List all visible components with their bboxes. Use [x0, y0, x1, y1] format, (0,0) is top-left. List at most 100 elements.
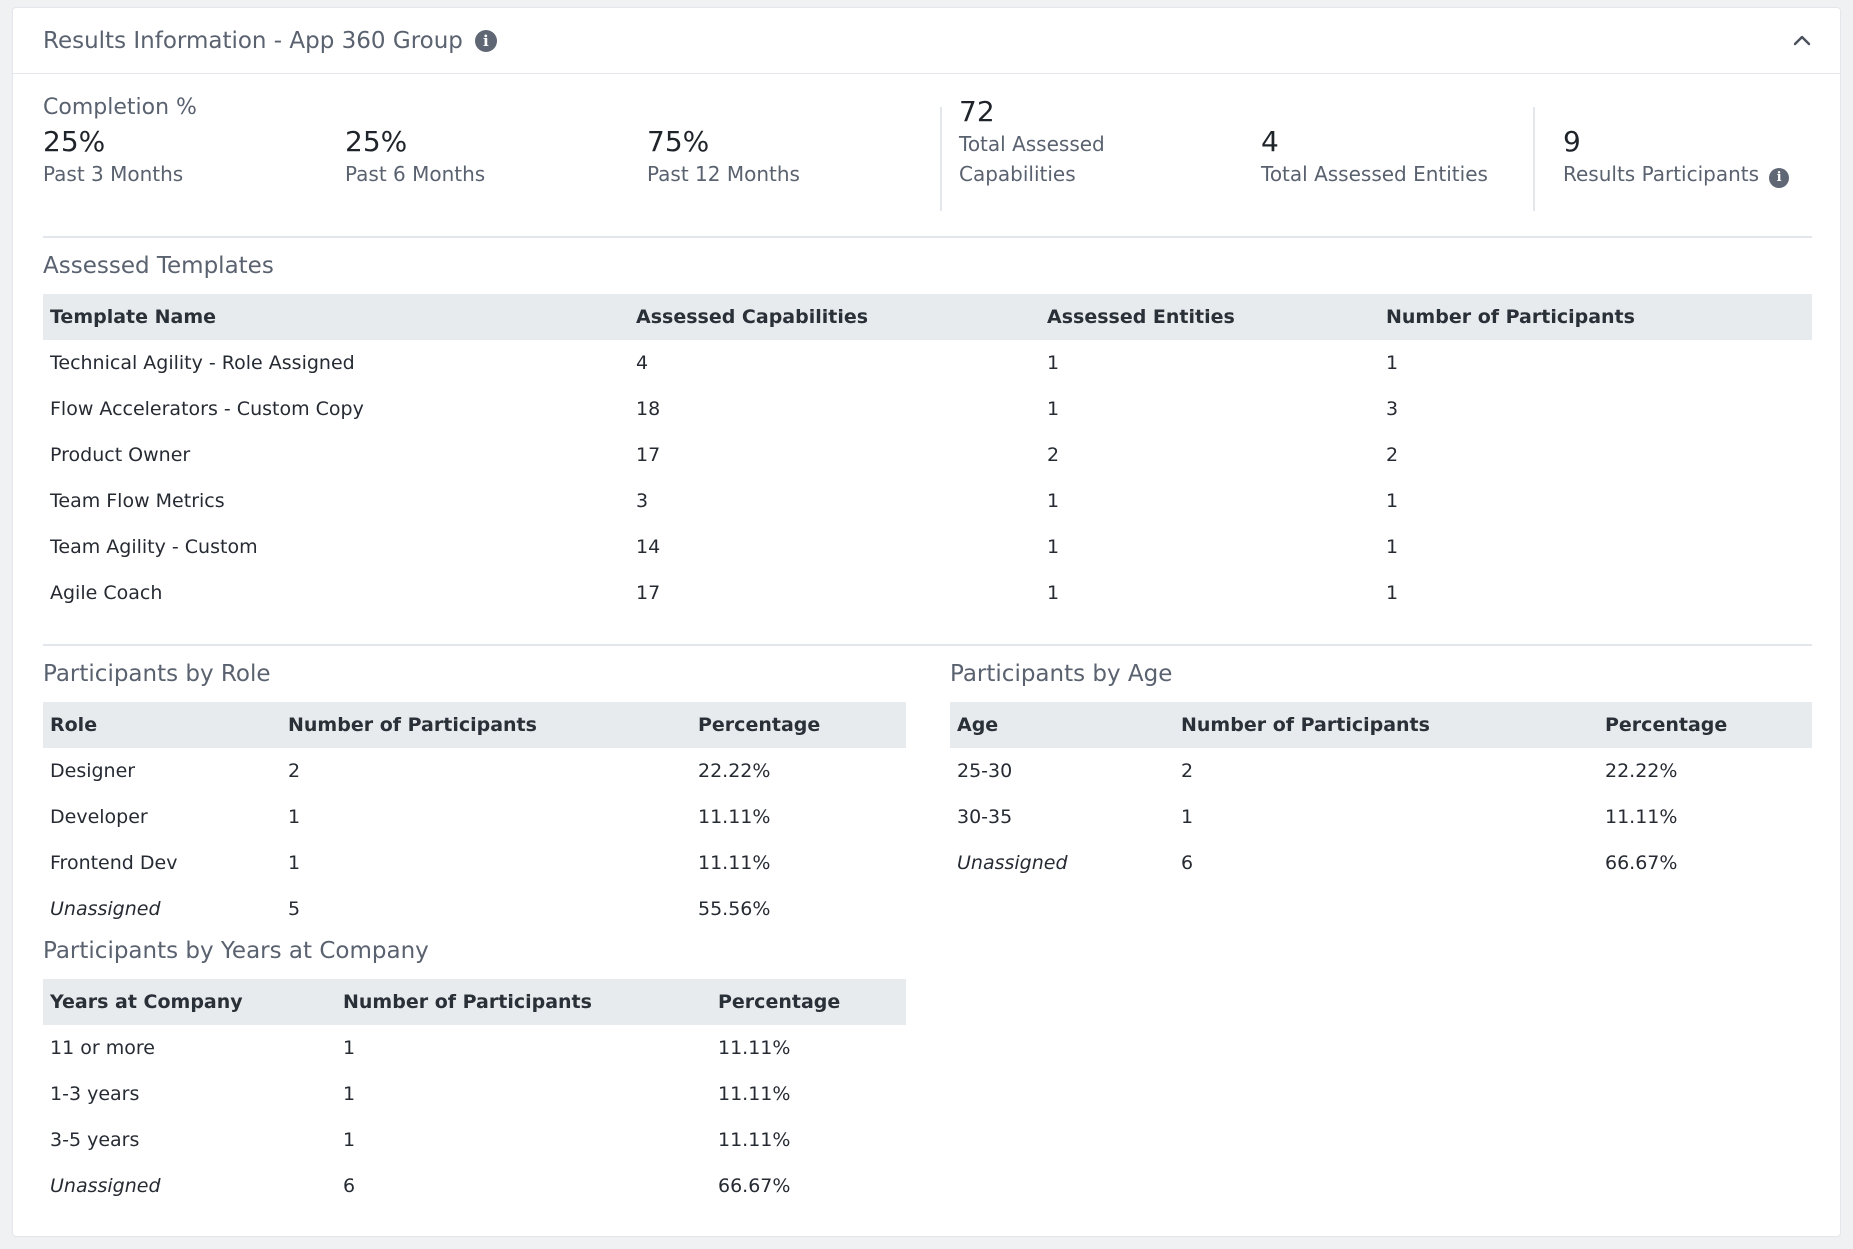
- table-row: Unassigned 5 55.56%: [43, 886, 906, 932]
- table-row: Team Flow Metrics 3 1 1: [43, 478, 1812, 524]
- table-row: 30-35 1 11.11%: [950, 794, 1812, 840]
- role: Designer: [50, 760, 136, 782]
- panel-header[interactable]: Results Information - App 360 Group i: [13, 8, 1840, 74]
- template-name: Flow Accelerators - Custom Copy: [50, 398, 364, 420]
- number-of-participants: 1: [343, 1129, 356, 1151]
- total-capabilities: 72 Total Assessed Capabilities: [959, 95, 1105, 189]
- age: Unassigned: [957, 852, 1068, 874]
- participants-by-age-table: Age Number of Participants Percentage 25…: [950, 702, 1812, 886]
- total-entities-label: Total Assessed Entities: [1261, 162, 1488, 186]
- years-at-company: Unassigned: [50, 1175, 161, 1197]
- table-row: 3-5 years 1 11.11%: [43, 1117, 906, 1163]
- completion-title: Completion %: [43, 95, 197, 120]
- participants-by-age-title: Participants by Age: [950, 661, 1173, 687]
- column-header: Age: [950, 702, 1174, 748]
- section-divider: [43, 644, 1812, 646]
- total-capabilities-label-2: Capabilities: [959, 162, 1076, 186]
- assessed-entities: 1: [1047, 536, 1060, 558]
- table-header-row: Template Name Assessed Capabilities Asse…: [43, 294, 1812, 340]
- completion-label: Past 6 Months: [345, 162, 486, 186]
- info-icon[interactable]: i: [474, 29, 497, 52]
- column-header: Number of Participants: [1174, 702, 1598, 748]
- table-header-row: Years at Company Number of Participants …: [43, 979, 906, 1025]
- stats-divider: [940, 107, 942, 211]
- percentage: 11.11%: [718, 1129, 791, 1151]
- column-header: Number of Participants: [281, 702, 691, 748]
- number-of-participants: 1: [288, 806, 301, 828]
- years-at-company: 3-5 years: [50, 1129, 140, 1151]
- role: Unassigned: [50, 898, 161, 920]
- age: 25-30: [957, 760, 1013, 782]
- percentage: 11.11%: [718, 1037, 791, 1059]
- number-of-participants: 2: [288, 760, 301, 782]
- template-name: Technical Agility - Role Assigned: [50, 352, 355, 374]
- number-of-participants: 1: [1386, 490, 1399, 512]
- assessed-entities: 1: [1047, 352, 1060, 374]
- age: 30-35: [957, 806, 1013, 828]
- number-of-participants: 1: [343, 1083, 356, 1105]
- table-row: Developer 1 11.11%: [43, 794, 906, 840]
- role: Developer: [50, 806, 148, 828]
- template-name: Product Owner: [50, 444, 191, 466]
- assessed-entities: 1: [1047, 398, 1060, 420]
- percentage: 22.22%: [698, 760, 771, 782]
- percentage: 55.56%: [698, 898, 771, 920]
- number-of-participants: 6: [343, 1175, 356, 1197]
- assessed-templates-title: Assessed Templates: [43, 253, 274, 279]
- results-participants-value: 9: [1563, 125, 1581, 158]
- participants-by-years-table: Years at Company Number of Participants …: [43, 979, 906, 1209]
- info-icon[interactable]: i: [1769, 168, 1790, 188]
- table-header-row: Role Number of Participants Percentage: [43, 702, 906, 748]
- table-row: Technical Agility - Role Assigned 4 1 1: [43, 340, 1812, 386]
- total-entities-value: 4: [1261, 125, 1279, 158]
- column-header: Percentage: [691, 702, 906, 748]
- assessed-capabilities: 17: [636, 444, 661, 466]
- role: Frontend Dev: [50, 852, 178, 874]
- percentage: 11.11%: [698, 852, 771, 874]
- number-of-participants: 1: [1386, 582, 1399, 604]
- template-name: Team Agility - Custom: [50, 536, 258, 558]
- table-row: Flow Accelerators - Custom Copy 18 1 3: [43, 386, 1812, 432]
- completion-6-months: 25% Past 6 Months: [345, 125, 485, 189]
- table-row: 1-3 years 1 11.11%: [43, 1071, 906, 1117]
- stats-row: Completion % 25% Past 3 Months 25% Past …: [43, 95, 1812, 211]
- table-row: Unassigned 6 66.67%: [43, 1163, 906, 1209]
- total-capabilities-value: 72: [959, 95, 995, 128]
- number-of-participants: 2: [1386, 444, 1399, 466]
- assessed-templates-table: Template Name Assessed Capabilities Asse…: [43, 294, 1812, 616]
- assessed-entities: 2: [1047, 444, 1060, 466]
- template-name: Agile Coach: [50, 582, 163, 604]
- completion-3-months: 25% Past 3 Months: [43, 125, 183, 189]
- column-header: Template Name: [43, 294, 629, 340]
- percentage: 66.67%: [1605, 852, 1678, 874]
- table-row: Frontend Dev 1 11.11%: [43, 840, 906, 886]
- number-of-participants: 1: [288, 852, 301, 874]
- results-participants: 9 Results Participants i: [1563, 125, 1790, 189]
- participants-by-role-table: Role Number of Participants Percentage D…: [43, 702, 906, 932]
- chevron-up-icon[interactable]: [1792, 30, 1812, 50]
- table-row: Agile Coach 17 1 1: [43, 570, 1812, 616]
- column-header: Assessed Capabilities: [629, 294, 1040, 340]
- column-header: Years at Company: [43, 979, 336, 1025]
- number-of-participants: 5: [288, 898, 301, 920]
- assessed-entities: 1: [1047, 490, 1060, 512]
- percentage: 66.67%: [718, 1175, 791, 1197]
- percentage: 11.11%: [1605, 806, 1678, 828]
- column-header: Percentage: [1598, 702, 1812, 748]
- panel-title: Results Information - App 360 Group: [43, 27, 463, 54]
- column-header: Role: [43, 702, 281, 748]
- percentage: 11.11%: [718, 1083, 791, 1105]
- total-capabilities-label-1: Total Assessed: [959, 132, 1105, 156]
- completion-value: 25%: [345, 125, 408, 158]
- section-divider: [43, 236, 1812, 238]
- table-row: Unassigned 6 66.67%: [950, 840, 1812, 886]
- number-of-participants: 6: [1181, 852, 1194, 874]
- completion-12-months: 75% Past 12 Months: [647, 125, 800, 189]
- number-of-participants: 1: [1386, 536, 1399, 558]
- column-header: Assessed Entities: [1040, 294, 1379, 340]
- completion-value: 25%: [43, 125, 106, 158]
- total-entities: 4 Total Assessed Entities: [1261, 125, 1488, 189]
- number-of-participants: 1: [343, 1037, 356, 1059]
- results-participants-label: Results Participants i: [1563, 159, 1790, 189]
- assessed-capabilities: 18: [636, 398, 661, 420]
